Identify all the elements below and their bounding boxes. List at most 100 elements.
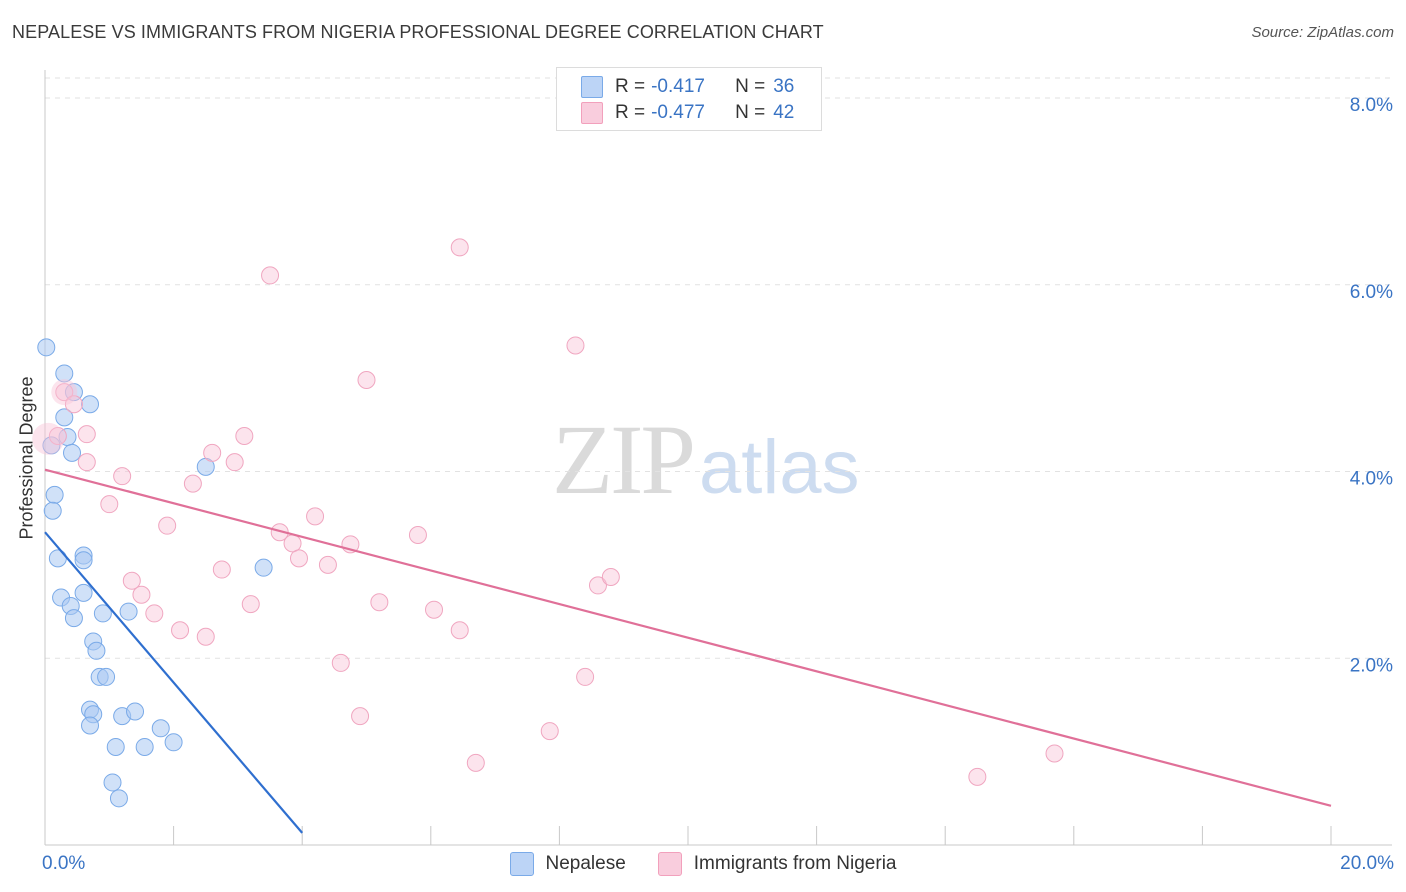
point-nigeria-26 [241,595,260,614]
point-nigeria-18 [283,534,302,553]
point-nepalese-35 [42,436,61,455]
point-nigeria-9 [225,453,244,472]
point-nepalese-32 [164,733,183,752]
point-nepalese-17 [64,609,83,628]
point-nepalese-9 [43,501,62,520]
point-nepalese-21 [87,641,106,660]
series-swatch-nigeria [657,852,682,876]
series-legend: Nepalese Immigrants from Nigeria [0,851,1406,877]
legend-swatch-nepalese [581,76,603,98]
point-nigeria-13 [450,238,469,257]
point-nigeria-11 [158,516,177,535]
point-nigeria-14 [566,336,585,355]
series-legend-nepalese[interactable]: Nepalese [509,852,626,876]
point-nigeria-4 [77,453,96,472]
stats-legend: R = -0.417 N = 36 R = -0.477 N = 42 [556,67,822,131]
x-tick-label-1: 20.0% [1340,853,1394,874]
point-nigeria-32 [171,621,190,640]
point-nigeria-5 [113,467,132,486]
series-legend-nigeria[interactable]: Immigrants from Nigeria [657,852,897,876]
point-nepalese-30 [106,737,125,756]
point-nepalese-18 [93,604,112,623]
point-nigeria-0 [48,427,67,446]
series-label-nepalese: Nepalese [545,853,626,874]
point-nigeria-1 [55,383,74,402]
y-axis-label: Professional Degree [16,376,37,540]
point-nigeria-3 [77,425,96,444]
point-nigeria-21 [289,549,308,568]
point-nigeria-33 [196,627,215,646]
point-nigeria-29 [601,568,620,587]
legend-r-value: -0.417 [651,76,705,97]
point-nigeria-8 [235,427,254,446]
point-nigeria-30 [145,604,164,623]
point-nigeria-15 [357,371,376,389]
trend-line-nigeria [44,468,1332,807]
legend-n-value: 36 [773,76,795,97]
chart-title: NEPALESE VS IMMIGRANTS FROM NIGERIA PROF… [12,22,824,42]
point-nigeria-7 [203,443,222,462]
series-label-nigeria: Immigrants from Nigeria [693,853,897,874]
point-nigeria-35 [331,653,350,672]
point-nigeria-10 [183,474,202,493]
point-nepalese-3 [81,395,100,414]
legend-n-value: 42 [773,102,795,123]
point-nigeria-12 [261,266,280,285]
point-nepalese-15 [74,583,93,602]
point-nepalese-19 [119,602,138,621]
point-nepalese-4 [55,408,74,427]
point-nepalese-23 [97,667,116,686]
point-nigeria-25 [132,585,151,604]
watermark-atlas: atlas [699,425,860,510]
point-nigeria-23 [212,560,231,579]
point-nepalese-1 [55,364,74,383]
legend-swatch-nigeria [581,102,603,124]
point-nepalese-8 [45,485,64,504]
y-tick-label-1: 4.0% [1350,469,1393,490]
point-nigeria-16 [306,507,325,526]
legend-r-value: -0.477 [651,102,705,123]
point-nepalese-10 [48,549,67,568]
point-nigeria-cluster [32,422,65,455]
source-label: Source: ZipAtlas.com [1251,24,1394,41]
point-nigeria-24 [122,571,141,590]
point-nigeria-34 [450,621,469,640]
point-nepalese-28 [126,702,145,721]
x-tick-label-0: 0.0% [42,853,85,874]
legend-n-label: N = [735,102,766,123]
point-nigeria-cluster-2 [51,379,78,406]
point-nigeria-6 [100,495,119,514]
trend-line-nepalese [44,531,304,834]
legend-row-nepalese: R = -0.417 N = 36 [581,75,794,99]
point-nigeria-37 [351,707,370,726]
y-tick-label-3: 8.0% [1350,95,1393,116]
point-nigeria-31 [425,600,444,619]
legend-n-label: N = [735,76,766,97]
point-nigeria-40 [968,767,987,786]
watermark-zip: ZIP [552,404,696,515]
point-nigeria-36 [576,667,595,686]
watermark: ZIPatlas [552,402,860,517]
point-nepalese-33 [103,773,122,792]
point-nepalese-0 [37,338,56,357]
legend-row-nigeria: R = -0.477 N = 42 [581,101,794,125]
point-nigeria-20 [408,526,427,544]
point-nepalese-31 [135,737,154,756]
point-nigeria-38 [540,722,559,741]
point-nepalese-29 [151,719,170,738]
point-nigeria-2 [64,395,83,414]
point-nepalese-34 [109,789,128,808]
point-nepalese-12 [74,551,93,570]
point-nigeria-27 [370,593,389,612]
point-nepalese-26 [81,716,100,735]
legend-r-label: R = [615,76,646,97]
point-nigeria-28 [588,576,607,595]
legend-r-label: R = [615,102,646,123]
point-nepalese-13 [254,558,273,577]
point-nepalese-6 [63,443,82,462]
point-nigeria-41 [1045,744,1064,763]
y-tick-label-0: 2.0% [1350,655,1393,676]
y-tick-label-2: 6.0% [1350,282,1393,303]
point-nigeria-22 [318,555,337,574]
